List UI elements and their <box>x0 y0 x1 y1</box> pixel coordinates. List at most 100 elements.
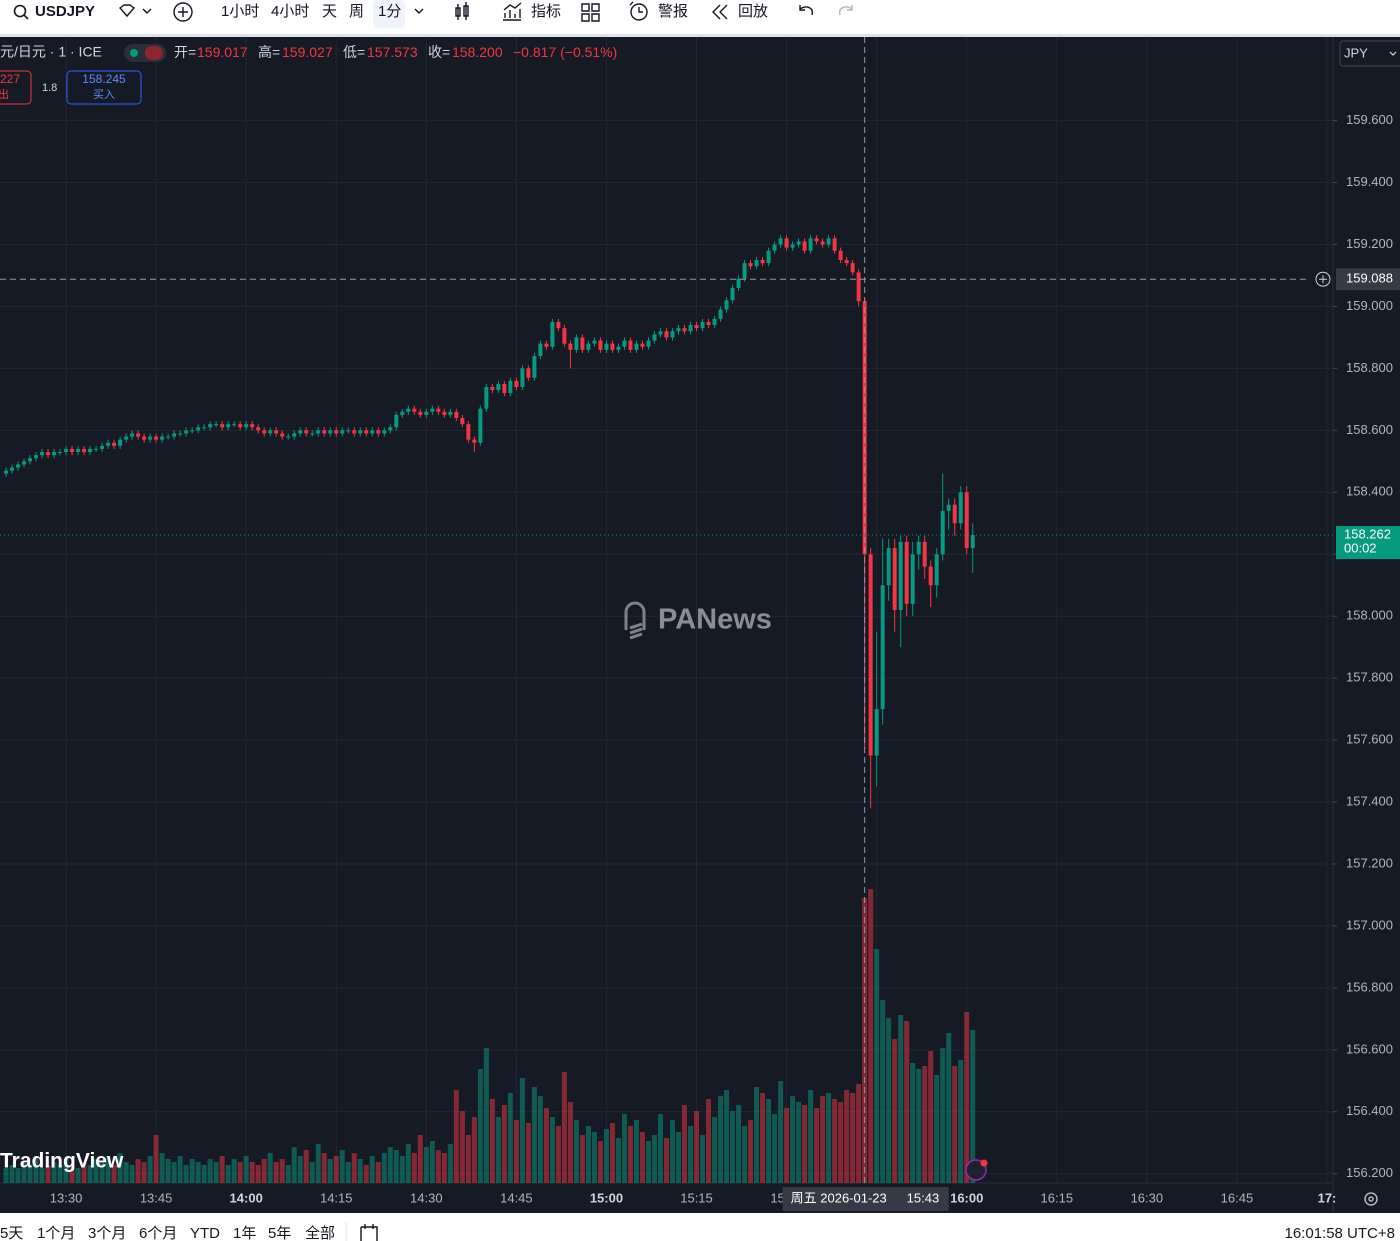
candle-body <box>298 430 303 434</box>
toolbar-border <box>0 34 1400 37</box>
volume-bar <box>495 1117 501 1183</box>
x-tick-label: 14:15 <box>320 1190 353 1205</box>
sell-button[interactable] <box>0 70 32 105</box>
volume-bar <box>730 1111 736 1183</box>
volume-bar <box>910 1063 916 1183</box>
date-range-icon[interactable] <box>360 1224 378 1241</box>
candle-body <box>880 585 885 710</box>
candle-body <box>364 430 369 434</box>
range-button[interactable]: 1年 <box>233 1225 256 1241</box>
candle-body <box>88 448 93 453</box>
dropdown[interactable] <box>142 8 152 14</box>
symbol[interactable]: USDJPY <box>35 3 95 20</box>
candle-body <box>886 548 891 586</box>
candle-body <box>778 238 783 245</box>
interval[interactable]: 天 <box>322 3 337 20</box>
range-button[interactable]: 1个月 <box>37 1225 75 1241</box>
volume-bar <box>243 1156 249 1183</box>
range-button[interactable]: 6个月 <box>139 1225 177 1241</box>
candle-body <box>316 430 321 434</box>
indicators-button[interactable]: 指标 <box>531 3 561 20</box>
candle-body <box>172 433 177 437</box>
volume-bar <box>111 1165 117 1183</box>
volume-bar <box>706 1099 712 1183</box>
candle-body <box>760 260 765 264</box>
volume-bar <box>657 1114 663 1183</box>
search-icon[interactable] <box>13 4 27 18</box>
volume-bar <box>57 1165 63 1183</box>
interval[interactable]: 1小时 <box>221 3 259 20</box>
range-button[interactable]: 5年 <box>268 1225 291 1241</box>
volume-bar <box>183 1165 189 1183</box>
volume-bar <box>898 1015 904 1183</box>
candle-body <box>484 386 489 409</box>
indicator-icon[interactable] <box>503 2 522 21</box>
range-button[interactable]: 3个月 <box>88 1225 126 1241</box>
volume-bar <box>297 1156 303 1183</box>
candle-body <box>718 309 723 319</box>
candle-body <box>238 424 243 428</box>
candle-body <box>814 238 819 242</box>
volume-bar <box>27 1165 33 1183</box>
dropdown[interactable] <box>414 8 424 14</box>
volume-bar <box>39 1168 45 1183</box>
y-tick-label: 156.400 <box>1346 1103 1393 1118</box>
candle-body <box>670 331 675 338</box>
diamond-icon[interactable] <box>118 4 136 18</box>
legend-label: 开= <box>174 44 196 60</box>
range-button[interactable]: YTD <box>190 1225 220 1241</box>
candle-body <box>226 424 231 428</box>
candle-body <box>514 380 519 387</box>
news-icon[interactable] <box>965 1159 987 1181</box>
last-price: 158.262 <box>1344 526 1391 541</box>
interval[interactable]: 1分 <box>378 3 401 20</box>
candle-body <box>868 554 873 756</box>
add-alert-button[interactable] <box>1315 271 1331 287</box>
range-button[interactable]: 全部 <box>305 1224 335 1241</box>
y-tick-label: 159.200 <box>1346 236 1393 251</box>
interval[interactable]: 周 <box>349 3 364 20</box>
y-tick-label: 157.000 <box>1346 917 1393 932</box>
candle-body <box>850 263 855 273</box>
candle-body <box>964 492 969 549</box>
candle-body <box>700 321 705 329</box>
replay-button[interactable]: 回放 <box>738 3 768 20</box>
layout-icon[interactable] <box>581 3 600 22</box>
candle-body <box>844 260 849 264</box>
currency-select[interactable] <box>1339 40 1400 67</box>
interval[interactable]: 4小时 <box>271 3 309 20</box>
candle-body <box>658 331 663 335</box>
volume-bar <box>609 1123 615 1183</box>
crosshair-price-box <box>1336 268 1400 291</box>
undo[interactable] <box>799 5 814 16</box>
volume-bar <box>153 1135 159 1183</box>
volume-bar <box>543 1108 549 1183</box>
volume-bar <box>718 1096 724 1183</box>
redo[interactable] <box>838 5 853 16</box>
candle-body <box>478 408 483 443</box>
candle-body <box>16 464 21 468</box>
volume-bar <box>591 1132 597 1183</box>
settings-icon[interactable] <box>1364 1192 1378 1206</box>
volume-bar <box>796 1102 802 1183</box>
candle-body <box>904 541 909 604</box>
range-button[interactable]: 5天 <box>0 1225 23 1241</box>
candle-body <box>574 337 579 350</box>
replay-icon[interactable] <box>712 4 728 20</box>
chart-type-icon[interactable] <box>455 2 469 20</box>
y-tick-label: 157.400 <box>1346 793 1393 808</box>
volume-bar <box>772 1114 778 1183</box>
volume-bar <box>105 1156 111 1183</box>
x-tick-label: 17: <box>1318 1190 1337 1205</box>
volume-bar <box>952 1066 958 1183</box>
market-status <box>130 49 138 57</box>
candle-body <box>712 318 717 326</box>
add-symbol[interactable] <box>173 2 193 22</box>
alert-icon[interactable] <box>630 3 648 21</box>
buy-button[interactable] <box>66 70 142 105</box>
alert-button[interactable]: 警报 <box>658 3 688 20</box>
candle-body <box>832 238 837 251</box>
volume-bar <box>261 1159 267 1183</box>
candle-body <box>910 554 915 604</box>
candle-body <box>46 452 51 456</box>
